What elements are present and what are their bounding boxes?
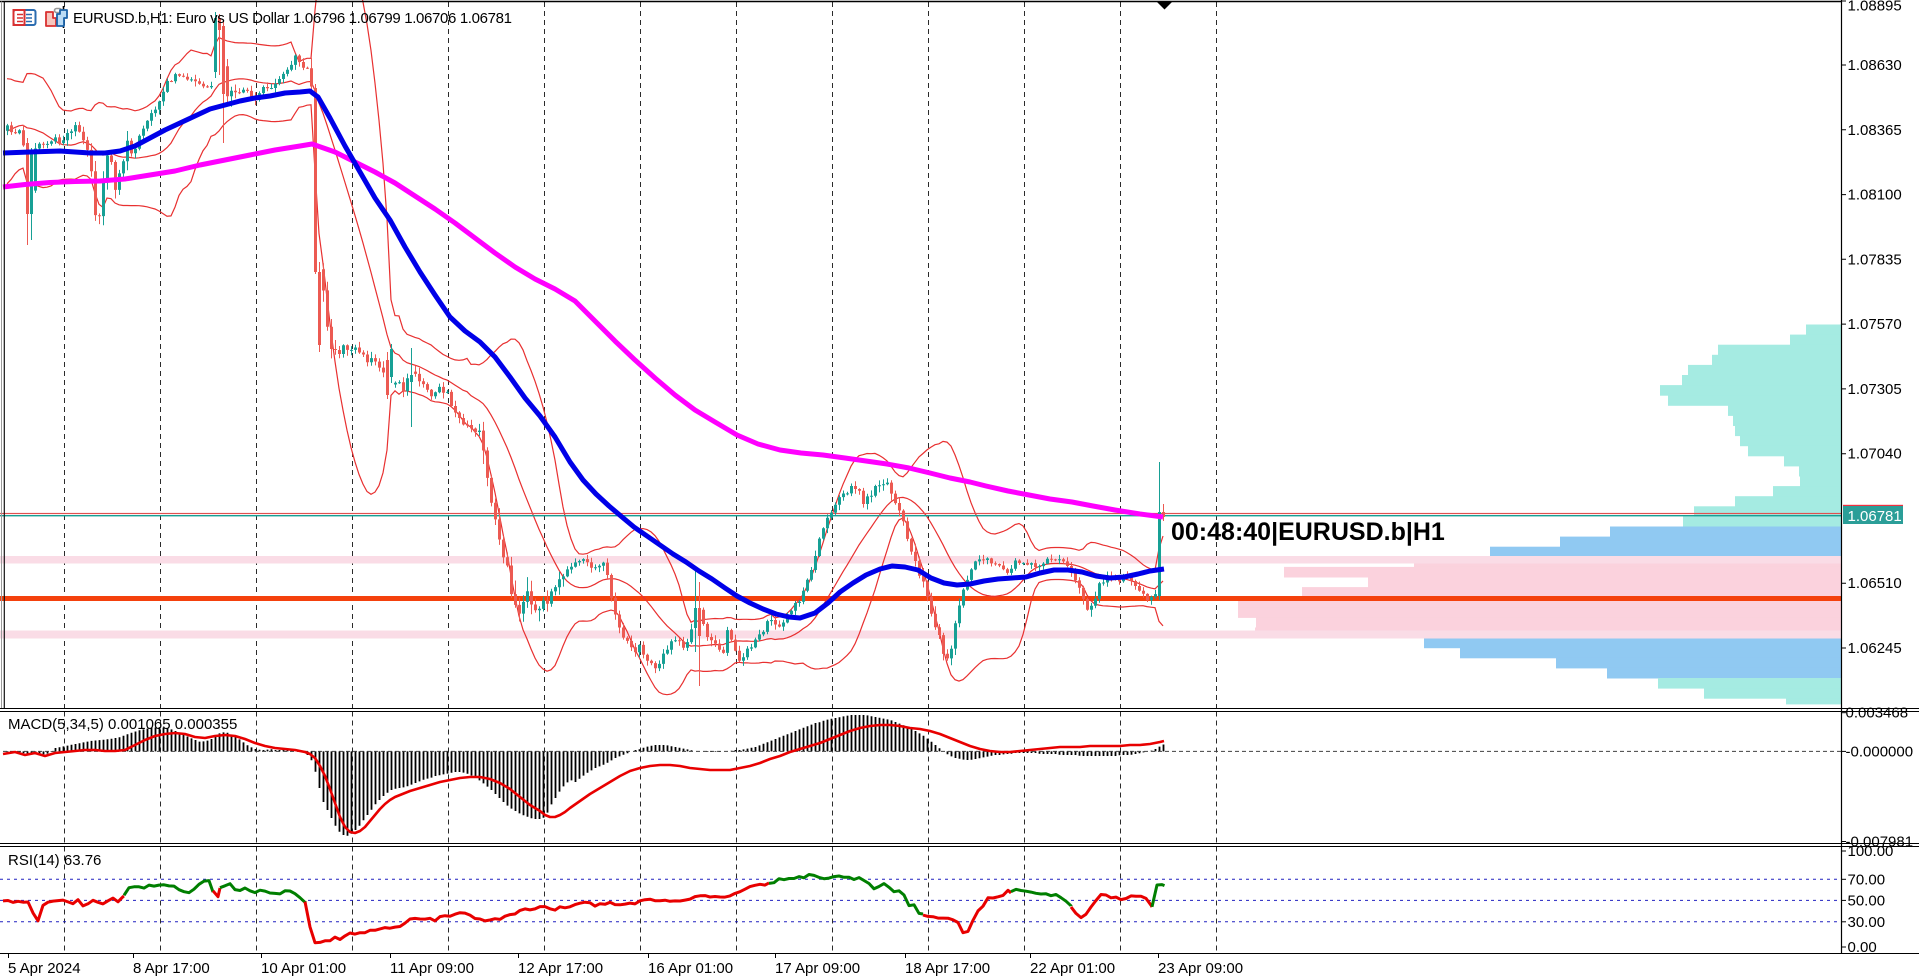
svg-text:1.08365: 1.08365: [1848, 122, 1902, 139]
svg-text:70.00: 70.00: [1848, 871, 1886, 888]
svg-text:16 Apr 01:00: 16 Apr 01:00: [648, 960, 733, 977]
svg-text:100.00: 100.00: [1848, 843, 1894, 860]
svg-text:00:48:40|EURUSD.b|H1: 00:48:40|EURUSD.b|H1: [1171, 518, 1445, 546]
svg-text:0.003468: 0.003468: [1846, 705, 1909, 722]
svg-text:1.07835: 1.07835: [1848, 251, 1902, 268]
svg-text:11 Apr 09:00: 11 Apr 09:00: [390, 960, 474, 977]
svg-text:5 Apr 2024: 5 Apr 2024: [8, 960, 81, 977]
svg-text:1.06510: 1.06510: [1848, 575, 1902, 592]
svg-text:1.07040: 1.07040: [1848, 446, 1902, 463]
svg-text:17 Apr 09:00: 17 Apr 09:00: [775, 960, 860, 977]
svg-text:22 Apr 01:00: 22 Apr 01:00: [1030, 960, 1115, 977]
svg-text:MACD(5,34,5) 0.001065 0.000355: MACD(5,34,5) 0.001065 0.000355: [8, 716, 237, 733]
svg-text:RSI(14) 63.76: RSI(14) 63.76: [8, 852, 101, 869]
svg-text:10 Apr 01:00: 10 Apr 01:00: [261, 960, 346, 977]
svg-text:1.06245: 1.06245: [1848, 640, 1902, 657]
svg-text:1.07305: 1.07305: [1848, 381, 1902, 398]
svg-text:0.00: 0.00: [1848, 939, 1877, 956]
svg-text:8 Apr 17:00: 8 Apr 17:00: [133, 960, 210, 977]
svg-text:18 Apr 17:00: 18 Apr 17:00: [905, 960, 990, 977]
svg-text:50.00: 50.00: [1848, 892, 1886, 909]
svg-text:23 Apr 09:00: 23 Apr 09:00: [1158, 960, 1243, 977]
svg-text:1.08100: 1.08100: [1848, 187, 1902, 204]
svg-text:30.00: 30.00: [1848, 914, 1886, 931]
svg-text:1.08895: 1.08895: [1848, 0, 1902, 15]
svg-text:1.07570: 1.07570: [1848, 316, 1902, 333]
svg-text:12 Apr 17:00: 12 Apr 17:00: [518, 960, 603, 977]
svg-text:EURUSD.b,H1: Euro vs US Dolla: EURUSD.b,H1: Euro vs US Dollar 1.06796 1…: [73, 10, 512, 27]
svg-text:-0.007981: -0.007981: [1846, 834, 1914, 851]
svg-text:1.08630: 1.08630: [1848, 57, 1902, 74]
svg-text:-0.000000: -0.000000: [1846, 743, 1914, 760]
svg-text:1.06781: 1.06781: [1848, 508, 1902, 525]
